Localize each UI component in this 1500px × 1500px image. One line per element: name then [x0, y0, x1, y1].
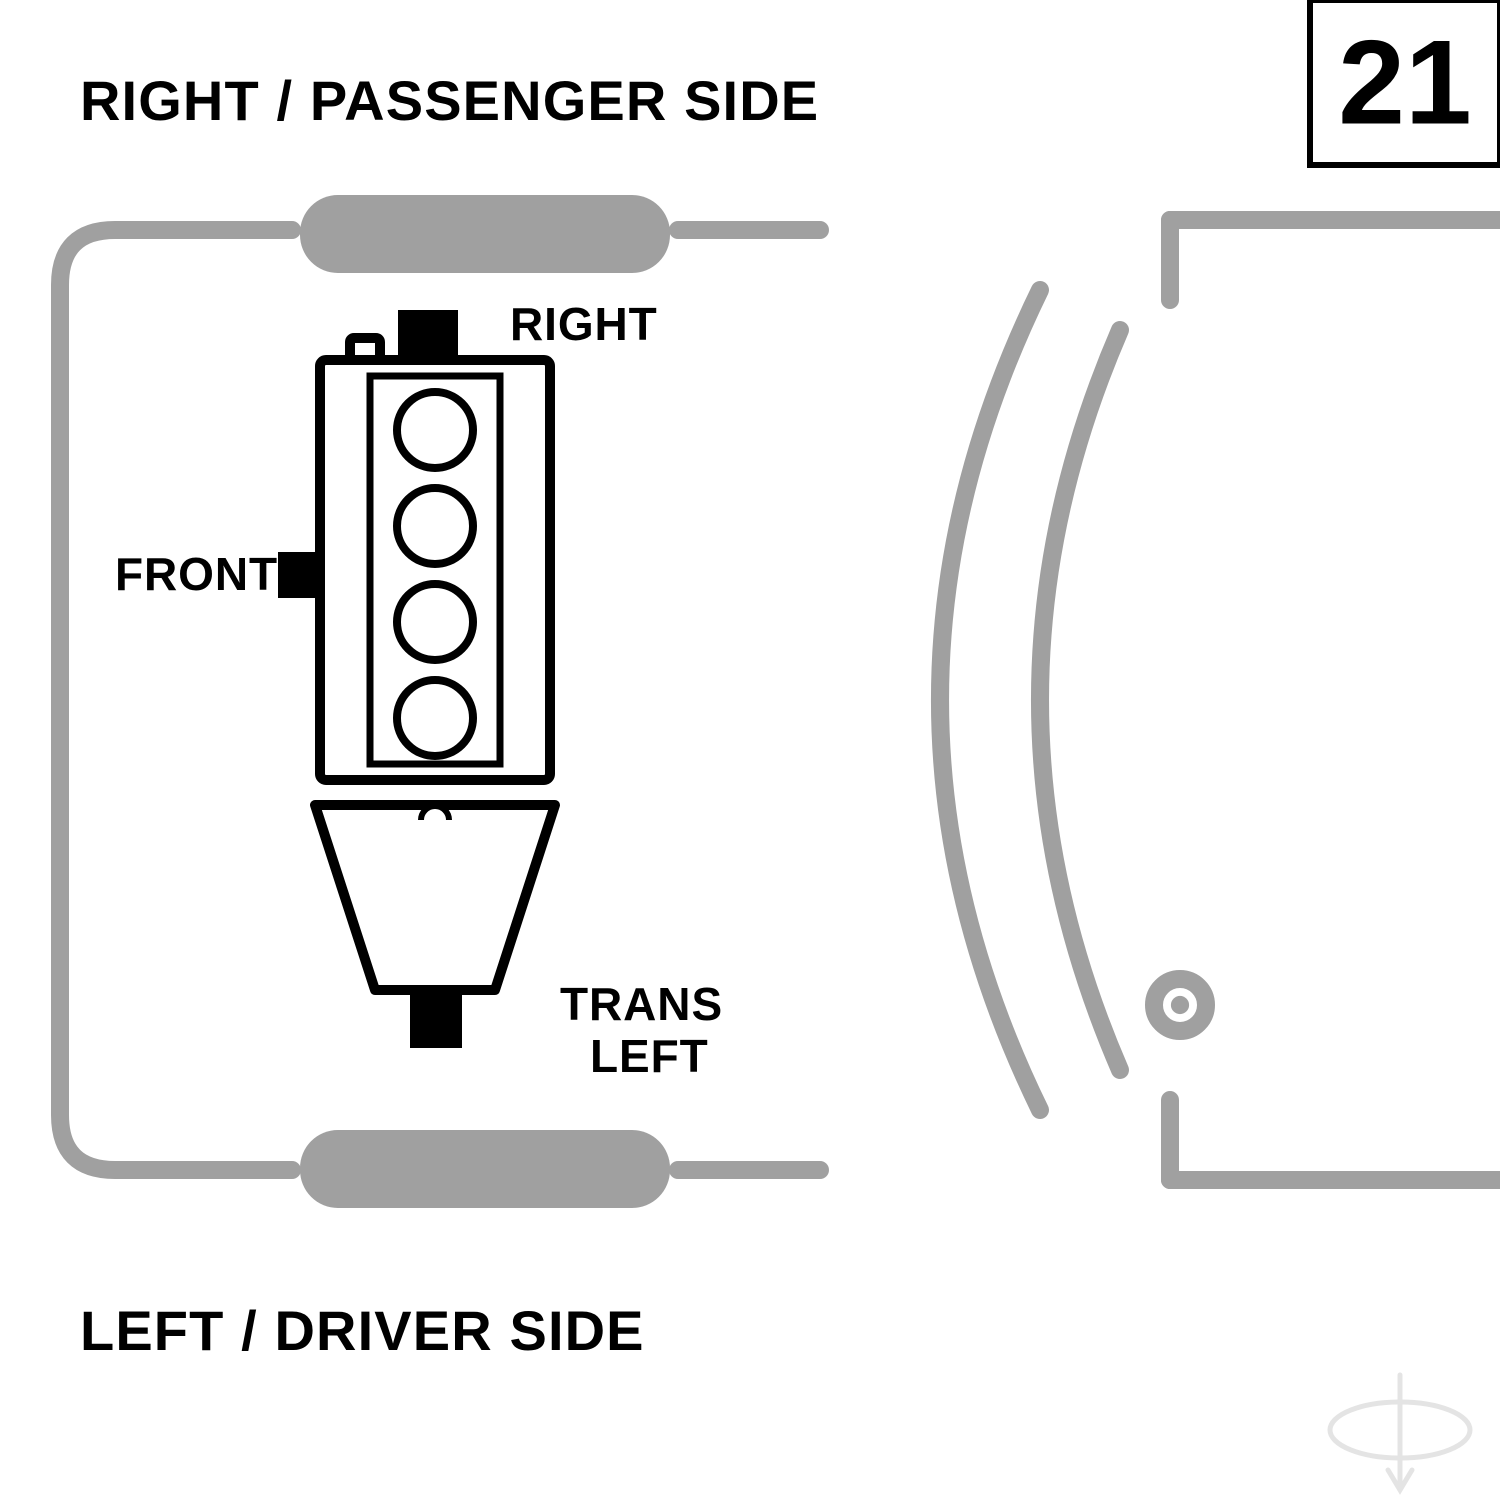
label-trans-line2: LEFT	[590, 1030, 709, 1082]
cylinder-4	[397, 680, 473, 756]
figure-number: 21	[1338, 16, 1471, 150]
cylinder-1	[397, 392, 473, 468]
cylinder-2	[397, 488, 473, 564]
engine-block	[315, 338, 555, 990]
label-right: RIGHT	[510, 298, 658, 350]
engine-mount-diagram: 21 RIGHT / PASSENGER SIDE LEFT / DRIVER S…	[0, 0, 1500, 1500]
trans-nub	[421, 806, 449, 820]
label-driver-side: LEFT / DRIVER SIDE	[80, 1299, 645, 1362]
figure-number-box: 21	[1310, 0, 1500, 165]
cylinder-3	[397, 584, 473, 660]
mount-trans	[410, 988, 462, 1048]
label-passenger-side: RIGHT / PASSENGER SIDE	[80, 69, 819, 132]
mount-front	[278, 552, 324, 598]
wheel-bottom	[300, 1130, 670, 1208]
wheel-top	[300, 195, 670, 273]
mount-right	[398, 310, 458, 364]
label-front: FRONT	[115, 548, 278, 600]
label-trans-line1: TRANS	[560, 978, 723, 1030]
door-handle-dot	[1171, 996, 1189, 1014]
